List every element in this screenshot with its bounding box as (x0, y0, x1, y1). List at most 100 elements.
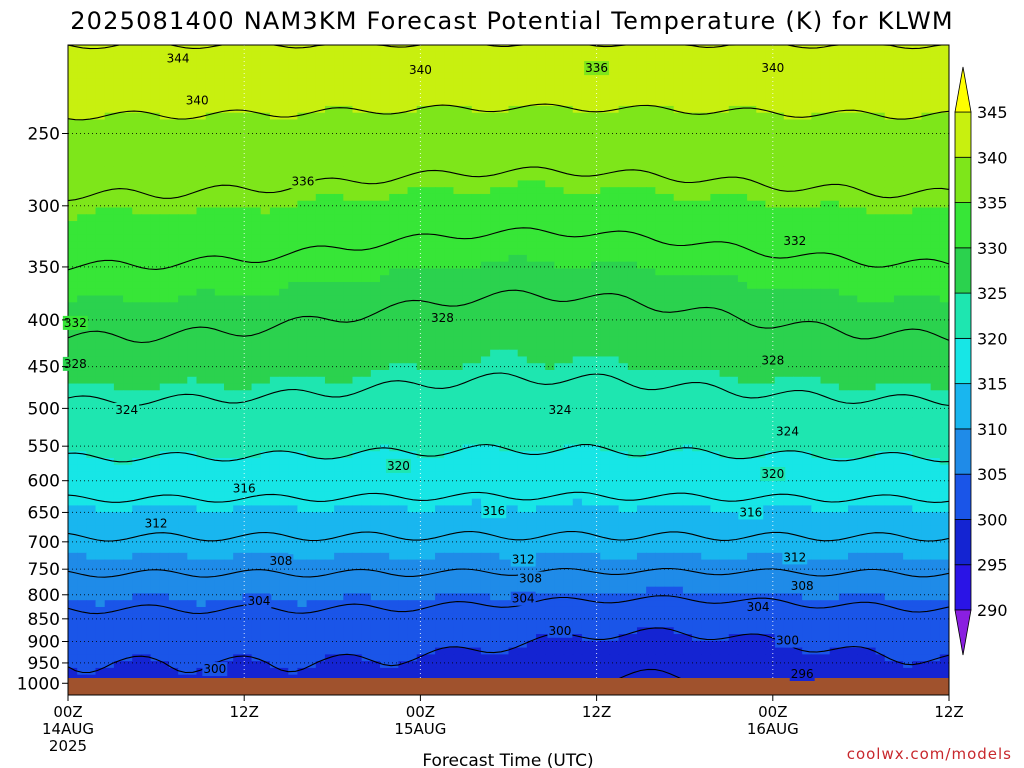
fill-cell (646, 126, 656, 134)
fill-cell (178, 342, 188, 351)
fill-cell (664, 160, 675, 168)
fill-cell (398, 356, 409, 364)
fill-cell (930, 309, 941, 317)
fill-cell (765, 241, 776, 249)
fill-cell (774, 288, 785, 297)
fill-cell (224, 254, 234, 263)
fill-cell (517, 51, 528, 60)
fill-cell (132, 58, 143, 66)
fill-cell (324, 370, 335, 378)
fill-cell (77, 146, 87, 154)
fill-cell (113, 207, 124, 215)
fill-cell (279, 180, 289, 188)
fill-cell (820, 51, 831, 60)
fill-cell (646, 180, 656, 188)
fill-cell (389, 92, 399, 100)
fill-cell (765, 349, 776, 358)
fill-cell (407, 153, 418, 161)
fill-cell (655, 302, 666, 310)
fill-cell (646, 72, 656, 80)
fill-cell (756, 92, 767, 100)
fill-cell (600, 336, 611, 344)
fill-cell (260, 193, 271, 202)
fill-cell (737, 146, 748, 154)
fill-cell (848, 58, 858, 66)
fill-cell (756, 241, 767, 249)
fill-cell (334, 376, 344, 385)
fill-cell (508, 281, 519, 290)
fill-cell (178, 356, 188, 364)
fill-cell (425, 187, 436, 195)
fill-cell (499, 45, 510, 53)
fill-cell (884, 166, 895, 175)
fill-cell (425, 139, 436, 148)
fill-cell (618, 85, 629, 93)
fill-cell (783, 322, 794, 330)
fill-cell (214, 173, 225, 182)
fill-cell (545, 268, 555, 276)
fill-cell (545, 214, 555, 222)
fill-cell (682, 99, 693, 107)
fill-cell (857, 349, 868, 358)
fill-cell (903, 187, 913, 195)
fill-cell (416, 180, 427, 188)
fill-cell (462, 363, 473, 371)
fill-cell (857, 295, 868, 303)
fill-cell (857, 336, 868, 344)
fill-cell (205, 363, 216, 371)
fill-cell (655, 146, 666, 154)
fill-cell (618, 268, 629, 276)
fill-cell (930, 187, 941, 195)
fill-cell (260, 200, 271, 209)
fill-cell (747, 133, 757, 141)
fill-cell (802, 146, 812, 154)
fill-cell (407, 268, 418, 276)
fill-cell (609, 234, 620, 242)
fill-cell (756, 349, 767, 358)
fill-cell (453, 99, 464, 107)
fill-cell (618, 99, 629, 107)
fill-cell (673, 261, 684, 270)
fill-cell (425, 112, 436, 121)
fill-cell (646, 376, 656, 385)
fill-cell (609, 241, 620, 249)
fill-cell (811, 227, 822, 236)
fill-cell (315, 112, 326, 121)
fill-cell (664, 322, 675, 330)
fill-cell (490, 342, 500, 351)
fill-cell (150, 126, 161, 134)
fill-cell (581, 200, 592, 209)
fill-cell (802, 363, 812, 371)
fill-cell (857, 51, 868, 60)
fill-cell (921, 92, 932, 100)
fill-cell (150, 302, 161, 310)
fill-cell (444, 268, 455, 276)
fill-cell (802, 376, 812, 385)
fill-cell (783, 65, 794, 73)
fill-cell (462, 187, 473, 195)
fill-cell (297, 261, 308, 270)
fill-cell (673, 356, 684, 364)
fill-cell (802, 58, 812, 66)
fill-cell (701, 58, 711, 66)
fill-cell (462, 227, 473, 236)
fill-cell (572, 281, 583, 290)
fill-cell (77, 349, 87, 358)
fill-cell (581, 221, 592, 229)
fill-cell (242, 92, 253, 100)
fill-cell (572, 275, 583, 283)
fill-cell (692, 72, 702, 80)
fill-cell (242, 126, 253, 134)
fill-cell (389, 322, 399, 330)
fill-cell (361, 383, 372, 391)
fill-cell (416, 275, 427, 283)
fill-cell (416, 356, 427, 364)
fill-cell (939, 72, 949, 80)
fill-cell (490, 85, 500, 93)
fill-cell (609, 295, 620, 303)
fill-cell (719, 275, 730, 283)
fill-cell (820, 133, 831, 141)
fill-cell (682, 207, 693, 215)
fill-cell (682, 45, 693, 53)
fill-cell (609, 92, 620, 100)
